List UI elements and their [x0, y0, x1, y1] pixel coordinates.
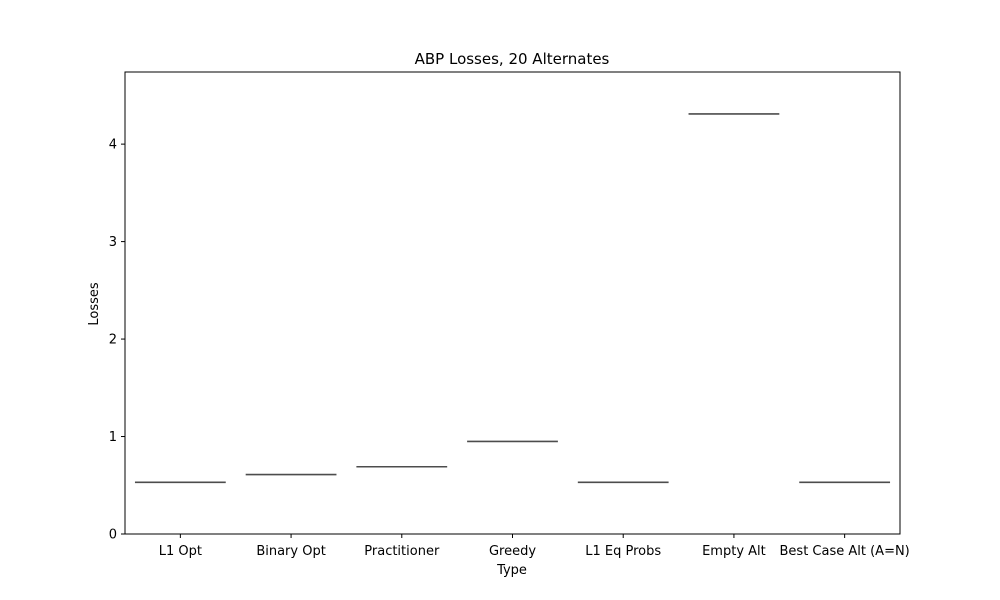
y-tick-label: 0 [109, 528, 117, 543]
x-tick-label: L1 Eq Probs [585, 544, 661, 559]
plot-area-frame [124, 71, 901, 535]
x-tick-label: Binary Opt [256, 544, 326, 559]
y-tick-label: 1 [109, 430, 117, 445]
x-tick-label: Empty Alt [702, 544, 766, 559]
y-tick-label: 2 [109, 333, 117, 348]
y-axis: 0 1 2 3 4 [109, 138, 125, 543]
x-tick-label: Greedy [489, 544, 536, 559]
y-tick-label: 4 [109, 138, 117, 153]
y-axis-label: Losses [87, 282, 102, 326]
x-axis: L1 Opt Binary Opt Practitioner Greedy L1 Eq … [159, 534, 910, 559]
y-tick-label: 3 [109, 235, 117, 250]
chart-title: ABP Losses, 20 Alternates [415, 50, 610, 68]
x-tick-label: Practitioner [364, 544, 440, 559]
x-tick-label: Best Case Alt (A=N) [780, 544, 910, 559]
data-marks [134, 113, 891, 484]
x-tick-label: L1 Opt [159, 544, 202, 559]
x-axis-label: Type [496, 563, 527, 578]
